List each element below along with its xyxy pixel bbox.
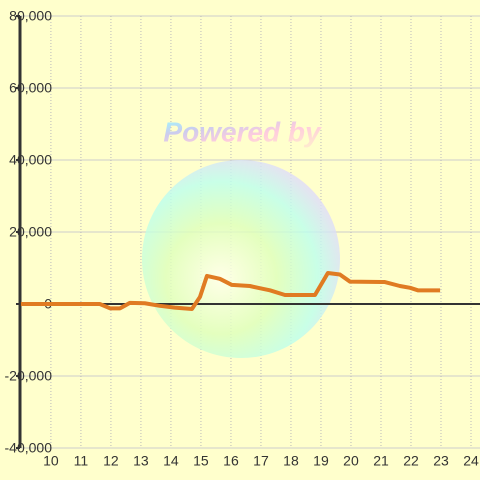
y-tick-label: 20,000 xyxy=(9,224,52,240)
x-tick-label: 19 xyxy=(313,453,329,469)
y-tick-label: 80,000 xyxy=(9,8,52,24)
x-tick-label: 15 xyxy=(193,453,209,469)
x-tick-label: 13 xyxy=(133,453,149,469)
watermark-text: Powered by xyxy=(163,116,322,147)
x-tick-label: 18 xyxy=(283,453,299,469)
x-tick-label: 20 xyxy=(343,453,359,469)
y-tick-label: 60,000 xyxy=(9,80,52,96)
x-tick-label: 23 xyxy=(433,453,449,469)
x-tick-label: 16 xyxy=(223,453,239,469)
data-line xyxy=(20,271,441,312)
x-tick-label: 21 xyxy=(373,453,389,469)
watermark-orb xyxy=(142,160,340,358)
y-tick-label: -20,000 xyxy=(5,368,53,384)
x-tick-label: 10 xyxy=(43,453,59,469)
x-tick-label: 12 xyxy=(103,453,119,469)
x-tick-label: 22 xyxy=(403,453,419,469)
x-tick-label: 24 xyxy=(463,453,479,469)
x-tick-label: 11 xyxy=(74,453,89,469)
y-tick-label: -40,000 xyxy=(5,440,53,456)
x-tick-label: 17 xyxy=(253,453,269,469)
x-tick-label: 14 xyxy=(163,453,179,469)
y-tick-label: 40,000 xyxy=(9,152,52,168)
plot: -40,000-20,000020,00040,00060,00080,0001… xyxy=(5,8,480,469)
